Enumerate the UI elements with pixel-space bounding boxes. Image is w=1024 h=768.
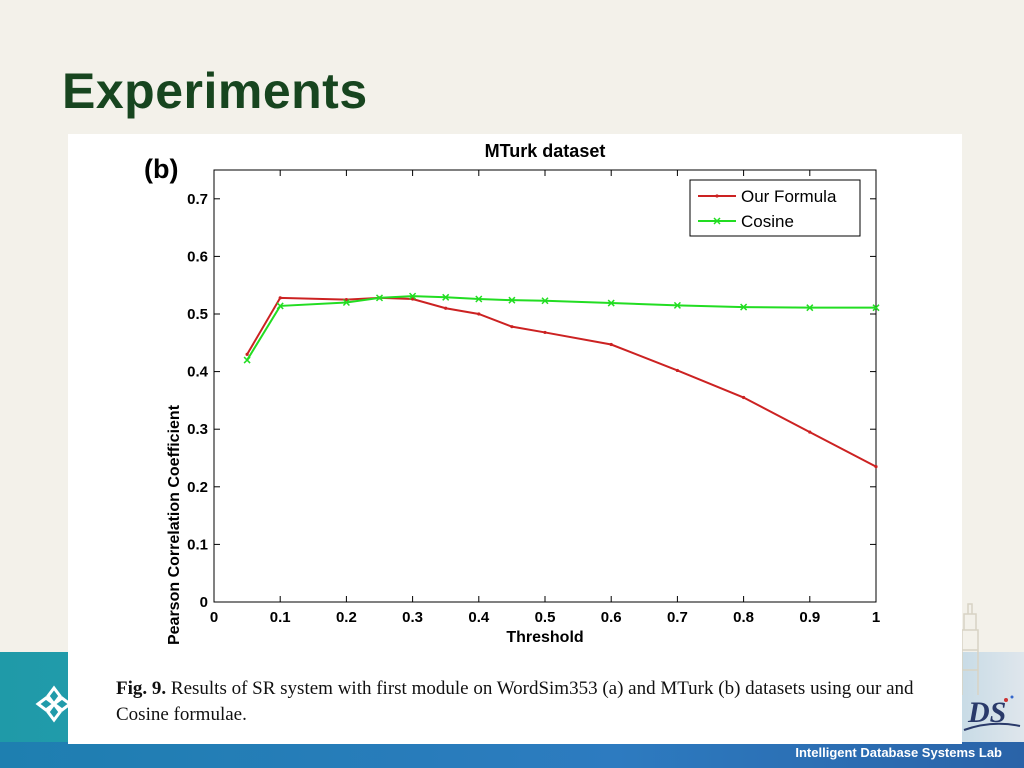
data-point [278,296,282,300]
data-point [808,430,812,434]
series-line-0 [246,296,877,468]
tower-icon [961,603,979,695]
figure-card: (b) MTurk dataset Pearson Correlation Co… [68,134,962,744]
data-point [342,298,350,307]
x-tick-label: 1 [872,609,880,626]
x-tick-label: 0.4 [468,609,490,626]
data-point [508,296,516,304]
y-tick-label: 0.1 [187,536,208,553]
data-point [872,304,880,312]
data-point [742,395,746,400]
data-point [276,302,284,310]
y-tick-label: 0.6 [187,248,208,265]
caption-text: Results of SR system with first module o… [116,678,914,725]
legend-label: Our Formula [741,187,837,206]
data-point [411,297,415,301]
x-tick-label: 0.6 [601,609,622,626]
y-axis-label: Pearson Correlation Coefficient [166,404,183,645]
y-tick-label: 0.5 [187,306,208,323]
y-tick-label: 0.7 [187,191,208,208]
data-point [607,299,615,307]
x-tick-label: 0 [210,609,218,626]
data-point [673,301,681,309]
y-tick-label: 0.2 [187,479,208,496]
data-point [344,298,348,302]
slide-title: Experiments [62,63,368,119]
data-point [675,368,680,373]
data-point [409,292,417,300]
y-tick-label: 0 [200,594,208,611]
lab-logo-icon: DS [963,695,1021,731]
x-tick-label: 0.5 [535,609,556,626]
footer-bar [0,742,1024,768]
data-point [541,297,549,305]
data-point [477,312,481,316]
data-point [609,342,613,347]
data-point [510,325,514,329]
series-layer [243,292,880,469]
panel-label: (b) [144,154,178,184]
data-point [442,293,450,301]
legend-label: Cosine [741,212,794,231]
data-point [874,465,878,469]
y-ticks: 0 0.1 0.2 0.3 0.4 0.5 0.6 0.7 [187,191,876,611]
figure-caption: Fig. 9. Results of SR system with first … [116,676,936,728]
data-point [243,356,251,364]
legend: Our Formula Cosine [689,179,861,237]
y-tick-label: 0.3 [187,421,208,438]
x-tick-label: 0.3 [402,609,423,626]
chart: (b) MTurk dataset Pearson Correlation Co… [144,141,880,646]
x-axis-label: Threshold [506,629,583,646]
legend-box [689,179,861,237]
data-point [475,295,483,303]
chart-title: MTurk dataset [485,141,606,161]
data-point [543,330,547,335]
x-tick-label: 0.7 [667,609,688,626]
x-tick-label: 0.9 [799,609,820,626]
data-point [740,303,748,311]
caption-label: Fig. 9. [116,678,167,699]
data-point [444,306,448,310]
series-line-1 [246,295,876,361]
x-tick-label: 0.8 [733,609,754,626]
x-ticks: 0 0.1 0.2 0.3 0.4 0.5 0.6 0.7 0.8 0.9 1 [210,170,880,626]
data-point [245,352,249,356]
y-tick-label: 0.4 [187,364,209,381]
data-point [375,294,384,302]
x-tick-label: 0.1 [270,609,291,626]
footer-lab-name: Intelligent Database Systems Lab [795,745,1002,760]
data-point [806,304,814,312]
x-tick-label: 0.2 [336,609,357,626]
